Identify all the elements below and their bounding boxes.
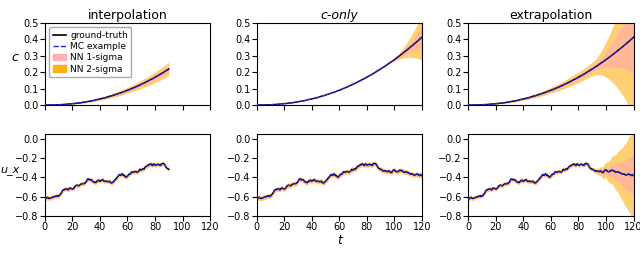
Y-axis label: u_x: u_x — [0, 165, 19, 175]
Title: interpolation: interpolation — [88, 9, 168, 22]
X-axis label: t: t — [337, 233, 342, 247]
Title: c-only: c-only — [321, 9, 358, 22]
Y-axis label: c: c — [12, 51, 19, 64]
Title: extrapolation: extrapolation — [509, 9, 593, 22]
Legend: ground-truth, MC example, NN 1-sigma, NN 2-sigma: ground-truth, MC example, NN 1-sigma, NN… — [49, 27, 131, 77]
